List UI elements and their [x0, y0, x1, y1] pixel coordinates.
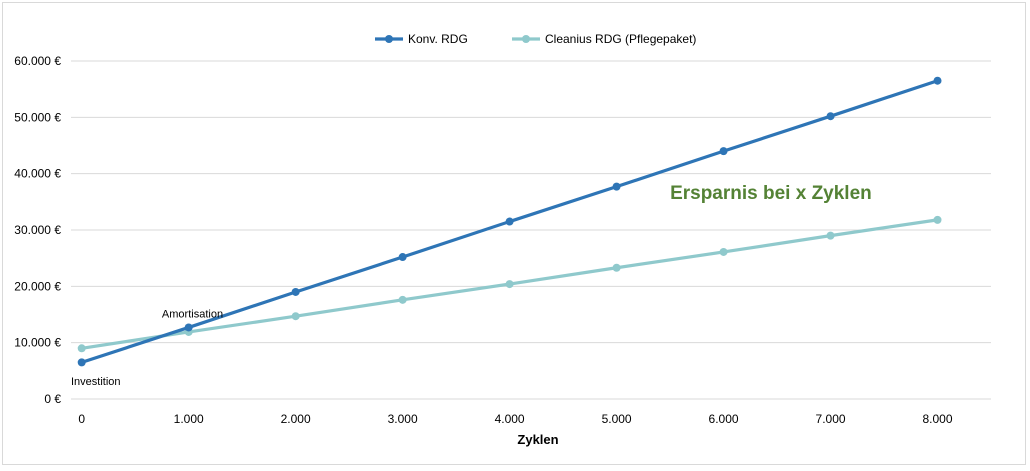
- annotation-label: Amortisation: [162, 308, 223, 320]
- legend-swatch-marker: [522, 35, 530, 43]
- data-point: [826, 112, 835, 121]
- x-tick-label: 7.000: [816, 412, 846, 426]
- chart-frame: 0 € 10.000 € 20.000 € 30.000 € 40.000 € 50.00…: [2, 2, 1026, 465]
- x-tick-label: 6.000: [709, 412, 739, 426]
- data-point: [719, 247, 728, 256]
- legend-label: Konv. RDG: [408, 32, 468, 46]
- data-point: [398, 295, 407, 304]
- y-tick-label: 30.000 €: [14, 223, 61, 237]
- y-tick-label: 0 €: [44, 392, 61, 406]
- series-1: [77, 76, 942, 367]
- gridlines: [71, 60, 991, 400]
- data-point: [77, 344, 86, 353]
- line-chart: 0 € 10.000 € 20.000 € 30.000 € 40.000 € 50.00…: [14, 32, 991, 447]
- savings-annotation: Ersparnis bei x Zyklen: [670, 183, 872, 204]
- annotations: Amortisation Investition Ersparnis bei x Z…: [71, 183, 872, 388]
- data-point: [612, 263, 621, 272]
- x-axis-ticks: 0 1.000 2.000 3.000 4.000 5.000 6.000 7.000 8.00…: [78, 412, 952, 426]
- legend-item: Cleanius RDG (Pflegepaket): [512, 32, 696, 46]
- x-tick-label: 0: [78, 412, 85, 426]
- series-2: [77, 215, 942, 353]
- x-axis-label: Zyklen: [517, 432, 558, 447]
- y-axis-ticks: 0 € 10.000 € 20.000 € 30.000 € 40.000 € 50.00…: [14, 54, 61, 406]
- y-tick-label: 10.000 €: [14, 336, 61, 350]
- annotation-label: Investition: [71, 376, 121, 388]
- data-point: [77, 358, 86, 367]
- data-point: [612, 182, 621, 191]
- legend-item: Konv. RDG: [375, 32, 468, 46]
- x-tick-label: 5.000: [602, 412, 632, 426]
- legend: Konv. RDG Cleanius RDG (Pflegepaket): [375, 32, 696, 46]
- data-point: [398, 253, 407, 262]
- y-tick-label: 50.000 €: [14, 110, 61, 124]
- y-tick-label: 60.000 €: [14, 54, 61, 68]
- x-tick-label: 8.000: [922, 412, 952, 426]
- data-point: [505, 217, 514, 226]
- data-point: [933, 215, 942, 224]
- x-tick-label: 1.000: [174, 412, 204, 426]
- series-lines: [77, 76, 942, 367]
- data-point: [184, 323, 193, 332]
- x-tick-label: 4.000: [495, 412, 525, 426]
- legend-swatch-marker: [385, 35, 393, 43]
- data-point: [505, 280, 514, 289]
- data-point: [291, 287, 300, 296]
- y-tick-label: 40.000 €: [14, 167, 61, 181]
- y-tick-label: 20.000 €: [14, 279, 61, 293]
- legend-label: Cleanius RDG (Pflegepaket): [545, 32, 696, 46]
- data-point: [291, 312, 300, 321]
- data-point: [826, 231, 835, 240]
- x-tick-label: 2.000: [281, 412, 311, 426]
- data-point: [719, 147, 728, 156]
- x-tick-label: 3.000: [388, 412, 418, 426]
- data-point: [933, 76, 942, 85]
